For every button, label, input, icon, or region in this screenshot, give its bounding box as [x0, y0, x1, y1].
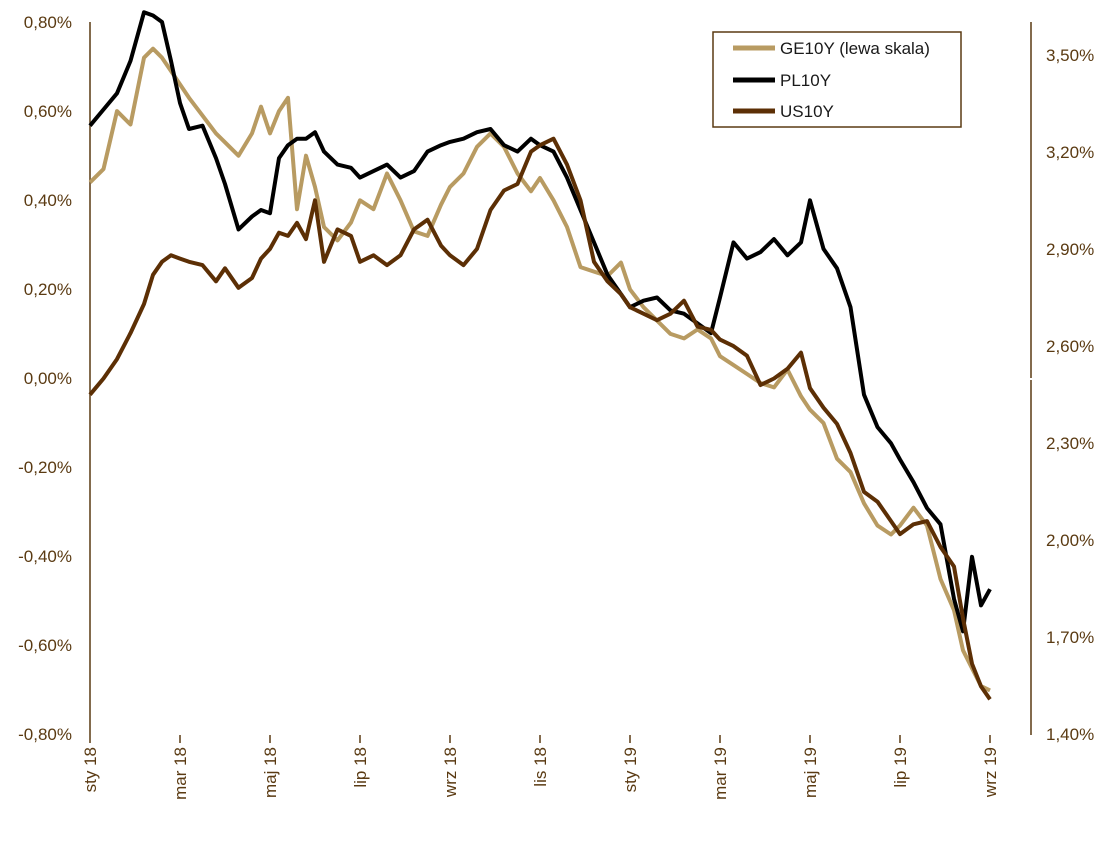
- series-line-us10y: [88, 136, 992, 701]
- left-tick-label: 0,00%: [24, 369, 72, 388]
- right-y-axis: 3,50% 3,20% 2,90% 2,60% 2,30% 2,00% 1,70…: [1030, 22, 1094, 744]
- right-tick-label: 2,00%: [1046, 531, 1094, 550]
- right-tick-label: 2,30%: [1046, 434, 1094, 453]
- right-tick-label: 3,20%: [1046, 143, 1094, 162]
- legend: GE10Y (lewa skala) PL10Y US10Y: [712, 31, 962, 128]
- x-tick-label: lip 19: [891, 747, 910, 788]
- x-tick-label: mar 19: [711, 747, 730, 800]
- left-tick-label: -0,20%: [18, 458, 72, 477]
- left-y-axis: 0,80% 0,60% 0,40% 0,20% 0,00% -0,20% -0,…: [18, 13, 91, 744]
- x-tick-label: lis 18: [531, 747, 550, 787]
- x-tick-label: wrz 19: [981, 747, 1000, 798]
- x-tick-label: sty 18: [81, 747, 100, 792]
- x-tick-label: maj 18: [261, 747, 280, 798]
- legend-label-pl10y: PL10Y: [780, 71, 831, 90]
- x-tick-label: wrz 18: [441, 747, 460, 798]
- left-tick-label: -0,80%: [18, 725, 72, 744]
- legend-label-ge10y: GE10Y (lewa skala): [780, 39, 930, 58]
- right-tick-label: 2,60%: [1046, 337, 1094, 356]
- x-tick-label: mar 18: [171, 747, 190, 800]
- right-tick-label: 2,90%: [1046, 240, 1094, 259]
- series-line-pl10y: [88, 10, 992, 634]
- right-tick-label: 1,70%: [1046, 628, 1094, 647]
- x-axis: sty 18 mar 18 maj 18 lip 18 wrz 18 lis 18 sty …: [81, 735, 1000, 800]
- right-tick-label: 1,40%: [1046, 725, 1094, 744]
- left-tick-label: 0,80%: [24, 13, 72, 32]
- series-layer: [88, 10, 992, 701]
- right-tick-label: 3,50%: [1046, 46, 1094, 65]
- x-tick-label: sty 19: [621, 747, 640, 792]
- x-tick-label: maj 19: [801, 747, 820, 798]
- x-tick-label: lip 18: [351, 747, 370, 788]
- left-tick-label: -0,60%: [18, 636, 72, 655]
- left-tick-label: 0,60%: [24, 102, 72, 121]
- left-tick-label: 0,40%: [24, 191, 72, 210]
- left-tick-label: 0,20%: [24, 280, 72, 299]
- series-line-ge10y: [88, 46, 991, 693]
- left-tick-label: -0,40%: [18, 547, 72, 566]
- legend-label-us10y: US10Y: [780, 102, 834, 121]
